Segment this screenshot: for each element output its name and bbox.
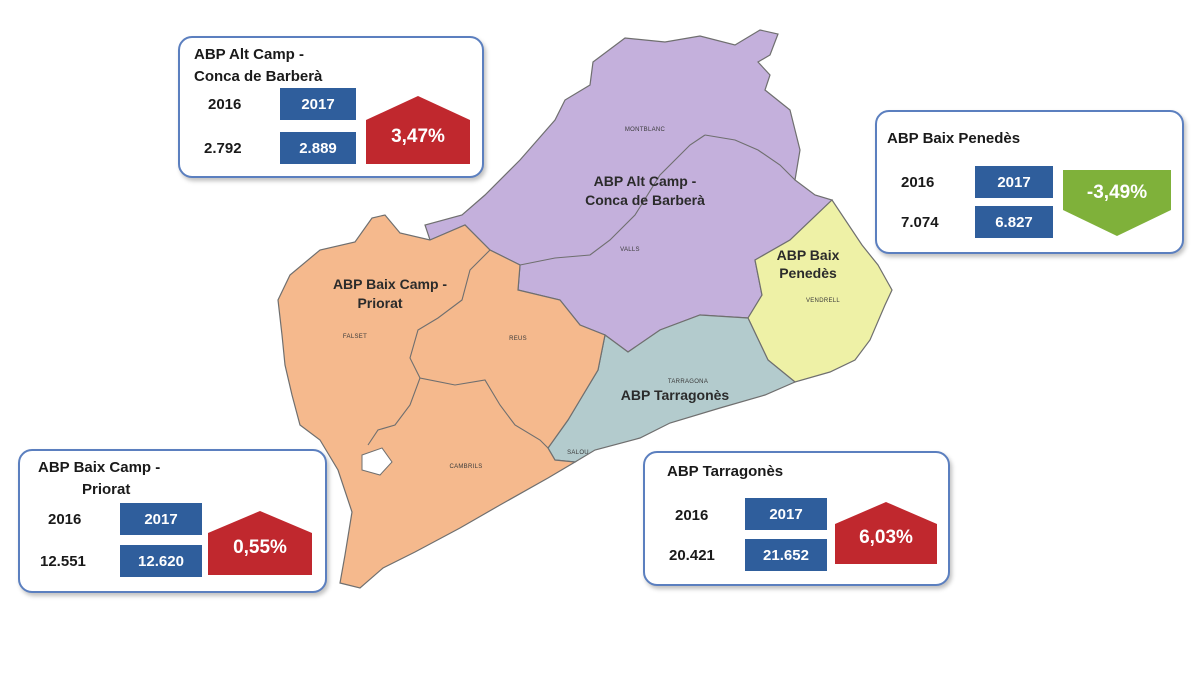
value-2017-box: 21.652 bbox=[745, 539, 827, 571]
value-2016: 2.792 bbox=[204, 140, 242, 157]
town-salou: SALOU bbox=[567, 450, 589, 456]
year-2016: 2016 bbox=[48, 511, 82, 528]
coastal-notch bbox=[361, 447, 393, 476]
card-title: ABP Baix Camp - bbox=[38, 459, 161, 476]
internal-border bbox=[519, 134, 706, 266]
region-baix-camp[interactable] bbox=[277, 214, 606, 589]
change-percent: 0,55% bbox=[233, 537, 287, 558]
internal-border bbox=[367, 377, 421, 446]
card-title: ABP Tarragonès bbox=[667, 463, 784, 480]
year-2017-box: 2017 bbox=[745, 498, 827, 530]
change-up-arrow: 3,47% bbox=[366, 96, 470, 164]
value-2017-box: 12.620 bbox=[120, 545, 202, 577]
value-2016: 12.551 bbox=[40, 553, 86, 570]
value-2016: 7.074 bbox=[901, 214, 939, 231]
change-percent: 6,03% bbox=[859, 527, 913, 548]
card-title: ABP Baix Penedès bbox=[887, 130, 1021, 147]
card-baix-camp: ABP Baix Camp - Priorat 2016 2017 12.551… bbox=[18, 449, 327, 593]
label-baix-penedes-2: Penedès bbox=[779, 265, 837, 281]
town-valls: VALLS bbox=[620, 247, 640, 253]
town-cambrils: CAMBRILS bbox=[449, 464, 482, 470]
region-baix-penedes[interactable] bbox=[747, 199, 893, 383]
arrow-up-icon bbox=[366, 96, 470, 164]
year-2017-box: 2017 bbox=[975, 166, 1053, 198]
value-2016: 20.421 bbox=[669, 547, 715, 564]
arrow-up-icon bbox=[835, 502, 937, 564]
value-2017-box: 6.827 bbox=[975, 206, 1053, 238]
card-title: Priorat bbox=[82, 481, 131, 498]
year-2017-box: 2017 bbox=[120, 503, 202, 535]
year-2016: 2016 bbox=[208, 96, 242, 113]
change-percent: 3,47% bbox=[391, 126, 445, 147]
town-montblanc: MONTBLANC bbox=[625, 127, 666, 133]
year-2016: 2016 bbox=[901, 174, 935, 191]
card-tarragones: ABP Tarragonès 2016 2017 20.421 21.652 6… bbox=[643, 451, 950, 586]
arrow-up-icon bbox=[208, 511, 312, 575]
label-alt-camp-1: ABP Alt Camp - bbox=[594, 173, 697, 189]
change-up-arrow: 0,55% bbox=[208, 511, 312, 575]
arrow-down-icon bbox=[1063, 170, 1171, 236]
town-falset: FALSET bbox=[343, 334, 367, 340]
change-up-arrow: 6,03% bbox=[835, 502, 937, 564]
change-percent: -3,49% bbox=[1086, 182, 1148, 203]
card-title: ABP Alt Camp - bbox=[194, 46, 305, 63]
internal-border bbox=[704, 134, 796, 181]
card-alt-camp: ABP Alt Camp - Conca de Barberà 2016 201… bbox=[178, 36, 484, 178]
year-2017-box: 2017 bbox=[280, 88, 356, 120]
label-baix-camp-2: Priorat bbox=[357, 295, 402, 311]
label-tarragones: ABP Tarragonès bbox=[621, 387, 730, 403]
change-down-arrow: -3,49% bbox=[1063, 170, 1171, 236]
town-vendrell: VENDRELL bbox=[806, 298, 840, 304]
town-reus: REUS bbox=[509, 336, 527, 342]
value-2017-box: 2.889 bbox=[280, 132, 356, 164]
card-title: Conca de Barberà bbox=[194, 68, 323, 85]
card-baix-penedes: ABP Baix Penedès 2016 2017 7.074 6.827 -… bbox=[875, 110, 1184, 254]
town-tarragona: TARRAGONA bbox=[668, 379, 708, 385]
label-baix-camp-1: ABP Baix Camp - bbox=[333, 276, 447, 292]
label-alt-camp-2: Conca de Barberà bbox=[585, 192, 705, 208]
year-2016: 2016 bbox=[675, 507, 709, 524]
label-baix-penedes-1: ABP Baix bbox=[777, 247, 840, 263]
